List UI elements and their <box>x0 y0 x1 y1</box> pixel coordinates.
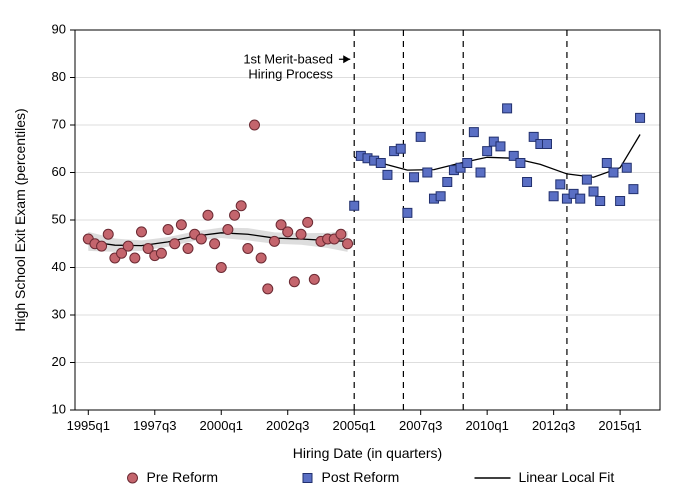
x-tick-label: 2015q1 <box>598 418 641 433</box>
chart-container: 10 20 30 40 50 60 70 80 90 1995q1 1997q3 2000q1 2002… <box>0 0 700 500</box>
point-post <box>622 163 631 172</box>
point-pre <box>230 210 240 220</box>
point-pre <box>256 253 266 263</box>
legend-label: Pre Reform <box>147 469 219 485</box>
y-tick-label: 80 <box>52 69 66 84</box>
point-pre <box>123 241 133 251</box>
point-pre <box>103 229 113 239</box>
x-tick-label: 2005q1 <box>333 418 376 433</box>
point-post <box>403 208 412 217</box>
point-pre <box>243 244 253 254</box>
legend-label: Linear Local Fit <box>519 469 615 485</box>
point-pre <box>130 253 140 263</box>
y-tick-label: 10 <box>52 401 66 416</box>
point-post <box>443 178 452 187</box>
y-tick-label: 20 <box>52 354 66 369</box>
point-pre <box>249 120 259 130</box>
point-post <box>636 113 645 122</box>
y-tick-label: 50 <box>52 211 66 226</box>
point-post <box>556 180 565 189</box>
x-axis-label: Hiring Date (in quarters) <box>293 445 442 461</box>
point-post <box>383 170 392 179</box>
point-post <box>469 128 478 137</box>
point-post <box>616 197 625 206</box>
point-post <box>523 178 532 187</box>
point-post <box>576 194 585 203</box>
point-post <box>483 147 492 156</box>
point-post <box>416 132 425 141</box>
y-tick-label: 40 <box>52 259 66 274</box>
point-post <box>396 144 405 153</box>
x-tick-label: 1997q3 <box>133 418 176 433</box>
point-post <box>503 104 512 113</box>
y-tick-label: 90 <box>52 21 66 36</box>
point-pre <box>170 239 180 249</box>
point-pre <box>183 244 193 254</box>
point-pre <box>236 201 246 211</box>
point-pre <box>203 210 213 220</box>
point-pre <box>216 263 226 273</box>
point-post <box>596 197 605 206</box>
point-post <box>582 175 591 184</box>
point-post <box>609 168 618 177</box>
x-tick-label: 2000q1 <box>200 418 243 433</box>
plot-area <box>75 30 660 410</box>
x-tick-label: 2007q3 <box>399 418 442 433</box>
point-pre <box>97 241 107 251</box>
point-post <box>350 201 359 210</box>
point-pre <box>336 229 346 239</box>
point-pre <box>269 236 279 246</box>
y-axis-label: High School Exit Exam (percentiles) <box>12 108 28 331</box>
point-pre <box>196 234 206 244</box>
point-pre <box>283 227 293 237</box>
point-post <box>496 142 505 151</box>
annotation-text: 1st Merit-based <box>243 51 333 66</box>
scatter-chart: 10 20 30 40 50 60 70 80 90 1995q1 1997q3 2000q1 2002… <box>0 0 700 500</box>
point-pre <box>210 239 220 249</box>
point-post <box>376 159 385 168</box>
point-pre <box>296 229 306 239</box>
x-tick-label: 2002q3 <box>266 418 309 433</box>
point-post <box>602 159 611 168</box>
annotation-text: Hiring Process <box>248 66 333 81</box>
point-pre <box>136 227 146 237</box>
point-post <box>629 185 638 194</box>
y-tick-label: 70 <box>52 116 66 131</box>
point-pre <box>223 225 233 235</box>
point-post <box>589 187 598 196</box>
point-post <box>463 159 472 168</box>
legend-label: Post Reform <box>322 469 400 485</box>
legend-marker-post <box>303 474 312 483</box>
x-tick-label: 2010q1 <box>465 418 508 433</box>
point-pre <box>176 220 186 230</box>
point-pre <box>263 284 273 294</box>
point-post <box>516 159 525 168</box>
point-post <box>542 140 551 149</box>
x-tick-label: 2012q3 <box>532 418 575 433</box>
point-pre <box>156 248 166 258</box>
y-tick-label: 30 <box>52 306 66 321</box>
point-pre <box>303 217 313 227</box>
point-pre <box>289 277 299 287</box>
point-post <box>436 192 445 201</box>
y-tick-label: 60 <box>52 164 66 179</box>
x-tick-label: 1995q1 <box>67 418 110 433</box>
point-pre <box>343 239 353 249</box>
point-post <box>549 192 558 201</box>
legend-marker-pre <box>128 473 138 483</box>
point-post <box>476 168 485 177</box>
point-pre <box>163 225 173 235</box>
point-pre <box>309 274 319 284</box>
point-post <box>423 168 432 177</box>
point-post <box>410 173 419 182</box>
